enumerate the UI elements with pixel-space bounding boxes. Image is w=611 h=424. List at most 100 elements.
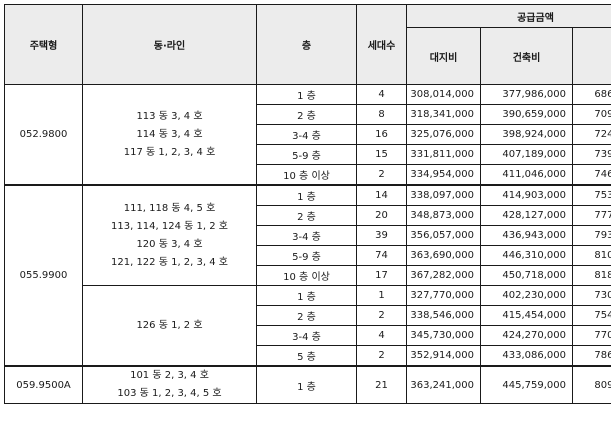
cell-floor: 1 층: [256, 84, 357, 105]
cell-households: 20: [356, 205, 407, 226]
cell-total: 746,000,000: [571, 164, 611, 186]
cell-land: 348,873,000: [406, 205, 481, 226]
cell-land: 318,341,000: [406, 104, 481, 125]
cell-households: 4: [356, 84, 407, 105]
cell-floor: 5-9 층: [256, 245, 357, 266]
cell-land: 356,057,000: [406, 225, 481, 246]
cell-land: 334,954,000: [406, 164, 481, 186]
cell-land: 363,690,000: [406, 245, 481, 266]
cell-households: 39: [356, 225, 407, 246]
cell-total: 810,000,000: [571, 245, 611, 266]
cell-floor: 1 층: [256, 285, 357, 306]
cell-floor: 10 층 이상: [256, 164, 357, 186]
dong-line-text: 126 동 1, 2 호: [136, 319, 203, 331]
cell-land: 308,014,000: [406, 84, 481, 105]
cell-floor: 2 층: [256, 205, 357, 226]
cell-households: 21: [356, 365, 407, 404]
cell-building: 414,903,000: [480, 184, 573, 206]
cell-total: 686,000,000: [571, 84, 611, 105]
cell-building: 390,659,000: [480, 104, 573, 125]
cell-floor: 2 층: [256, 104, 357, 125]
table-row: 126 동 1, 2 호 1 층 1 327,770,000 402,230,000 73…: [5, 285, 611, 367]
cell-dong-line: 113 동 3, 4 호 114 동 3, 4 호 117 동 1, 2, 3, 4…: [82, 84, 257, 186]
cell-land: 331,811,000: [406, 144, 481, 165]
supply-price-table: 주택형 동·라인 층 세대수 공급금액 대지비 건축비 계 052.980011…: [4, 4, 611, 404]
cell-floor: 3-4 층: [256, 325, 357, 346]
cell-building: 377,986,000: [480, 84, 573, 105]
cell-land: 363,241,000: [406, 365, 481, 404]
cell-total: 793,000,000: [571, 225, 611, 246]
cell-dong-line: 111, 118 동 4, 5 호 113, 114, 124 동 1, 2 호 1…: [82, 184, 257, 286]
table-row: 10 층 이상2334,954,000411,046,000746,000,00…: [5, 164, 611, 186]
cell-floor: 5-9 층: [256, 144, 357, 165]
cell-building: 415,454,000: [480, 305, 573, 326]
cell-land: 345,730,000: [406, 325, 481, 346]
header-dong-line: 동·라인: [82, 4, 257, 85]
cell-type: 059.9500A: [4, 365, 83, 404]
cell-floor: 1 층: [256, 365, 357, 404]
header-type: 주택형: [4, 4, 83, 85]
dong-line-text: 111, 118 동 4, 5 호: [123, 202, 216, 214]
dong-line-text: 121, 122 동 1, 2, 3, 4 호: [111, 256, 228, 268]
cell-building: 446,310,000: [480, 245, 573, 266]
header-building: 건축비: [480, 27, 573, 85]
dong-line-text: 101 동 2, 3, 4 호: [130, 370, 209, 381]
cell-total: 809,000,000: [571, 365, 611, 404]
cell-floor: 3-4 층: [256, 124, 357, 145]
cell-households: 2: [356, 164, 407, 186]
header-total: 계: [571, 27, 611, 85]
table-body: 052.9800 113 동 3, 4 호 114 동 3, 4 호 117 동 1,…: [4, 84, 611, 404]
cell-floor: 1 층: [256, 184, 357, 206]
cell-total: 754,000,000: [571, 305, 611, 326]
cell-households: 16: [356, 124, 407, 145]
cell-total: 753,000,000: [571, 184, 611, 206]
cell-land: 327,770,000: [406, 285, 481, 306]
dong-line-text: 103 동 1, 2, 3, 4, 5 호: [117, 388, 222, 399]
cell-floor: 10 층 이상: [256, 265, 357, 286]
dong-line-text: 114 동 3, 4 호: [136, 128, 203, 140]
cell-households: 2: [356, 345, 407, 367]
cell-households: 8: [356, 104, 407, 125]
cell-building: 398,924,000: [480, 124, 573, 145]
cell-total: 777,000,000: [571, 205, 611, 226]
cell-dong-line: 126 동 1, 2 호: [82, 285, 257, 367]
cell-land: 325,076,000: [406, 124, 481, 145]
cell-type: 055.9900: [4, 184, 83, 367]
cell-building: 450,718,000: [480, 265, 573, 286]
cell-total: 818,000,000: [571, 265, 611, 286]
header-households: 세대수: [356, 4, 407, 85]
table-row: 059.9500A 101 동 2, 3, 4 호 103 동 1, 2, 3, 4…: [4, 365, 611, 404]
cell-building: 402,230,000: [480, 285, 573, 306]
cell-total: 724,000,000: [571, 124, 611, 145]
dong-line-text: 113, 114, 124 동 1, 2 호: [111, 220, 228, 232]
cell-building: 424,270,000: [480, 325, 573, 346]
cell-building: 433,086,000: [480, 345, 573, 367]
table-row: 052.9800 113 동 3, 4 호 114 동 3, 4 호 117 동 1,…: [4, 84, 611, 186]
header-row-1: 주택형 동·라인 층 세대수 공급금액: [4, 4, 611, 85]
header-row-2: 대지비 건축비 계: [5, 27, 611, 85]
dong-line-text: 113 동 3, 4 호: [136, 110, 203, 122]
dong-line-text: 120 동 3, 4 호: [136, 238, 203, 250]
cell-total: 709,000,000: [571, 104, 611, 125]
cell-floor: 5 층: [256, 345, 357, 367]
cell-total: 770,000,000: [571, 325, 611, 346]
cell-households: 74: [356, 245, 407, 266]
cell-building: 411,046,000: [480, 164, 573, 186]
cell-households: 2: [356, 305, 407, 326]
cell-households: 4: [356, 325, 407, 346]
cell-households: 15: [356, 144, 407, 165]
cell-building: 407,189,000: [480, 144, 573, 165]
cell-type: 052.9800: [4, 84, 83, 186]
cell-households: 14: [356, 184, 407, 206]
cell-dong-line: 101 동 2, 3, 4 호 103 동 1, 2, 3, 4, 5 호: [82, 365, 257, 404]
cell-total: 739,000,000: [571, 144, 611, 165]
cell-building: 436,943,000: [480, 225, 573, 246]
